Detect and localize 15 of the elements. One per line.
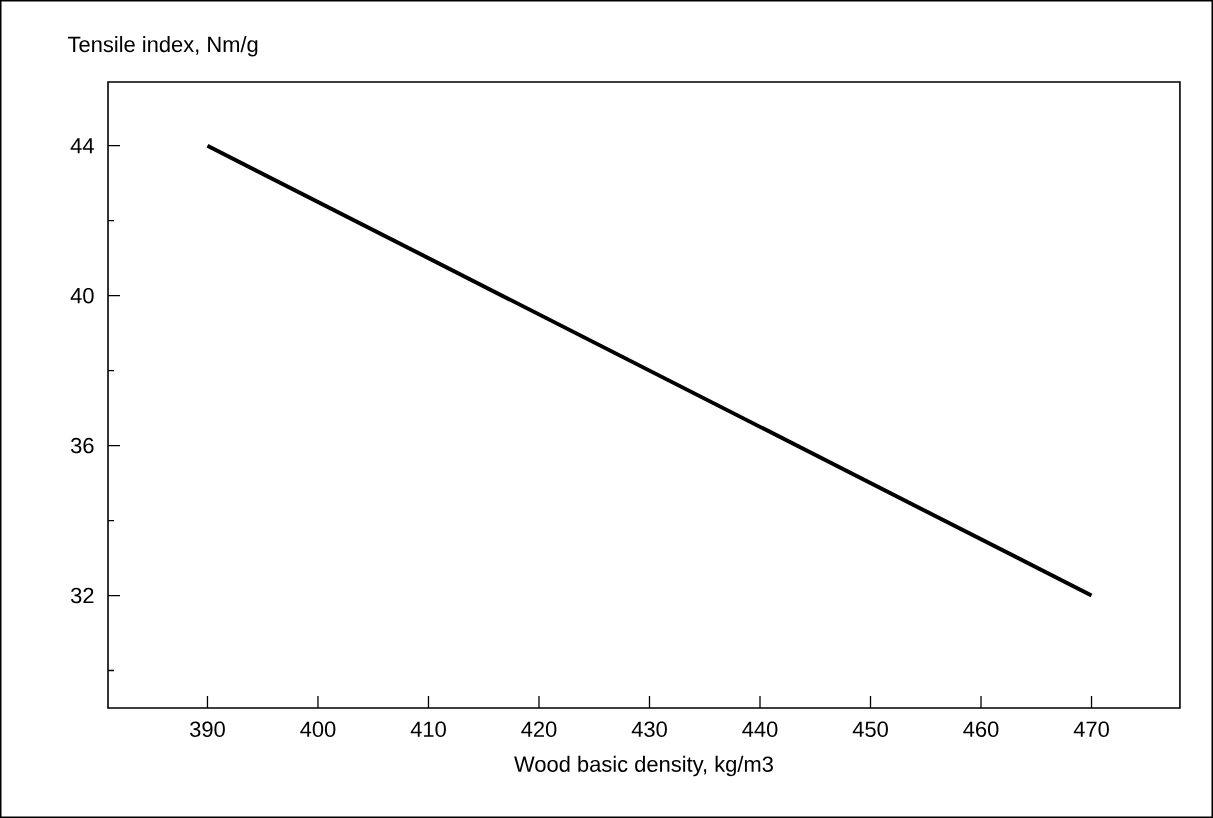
x-tick-label: 410 xyxy=(410,721,446,738)
x-tick-label: 470 xyxy=(1073,721,1109,738)
x-tick-label: 450 xyxy=(852,721,888,738)
x-tick-label: 430 xyxy=(631,721,667,738)
x-tick-label: 420 xyxy=(521,721,557,738)
y-tick-label: 40 xyxy=(70,287,94,304)
y-axis-title: Tensile index, Nm/g xyxy=(68,36,258,57)
y-tick-label: 36 xyxy=(70,437,94,454)
y-tick-label: 44 xyxy=(70,138,94,154)
y-tick-label: 32 xyxy=(70,587,94,604)
x-tick-label: 400 xyxy=(300,721,336,738)
x-axis-title: Wood basic density, kg/m3 xyxy=(514,755,773,777)
x-tick-label: 390 xyxy=(190,721,225,738)
x-tick-label: 460 xyxy=(963,721,999,738)
x-tick-label: 440 xyxy=(742,721,778,738)
